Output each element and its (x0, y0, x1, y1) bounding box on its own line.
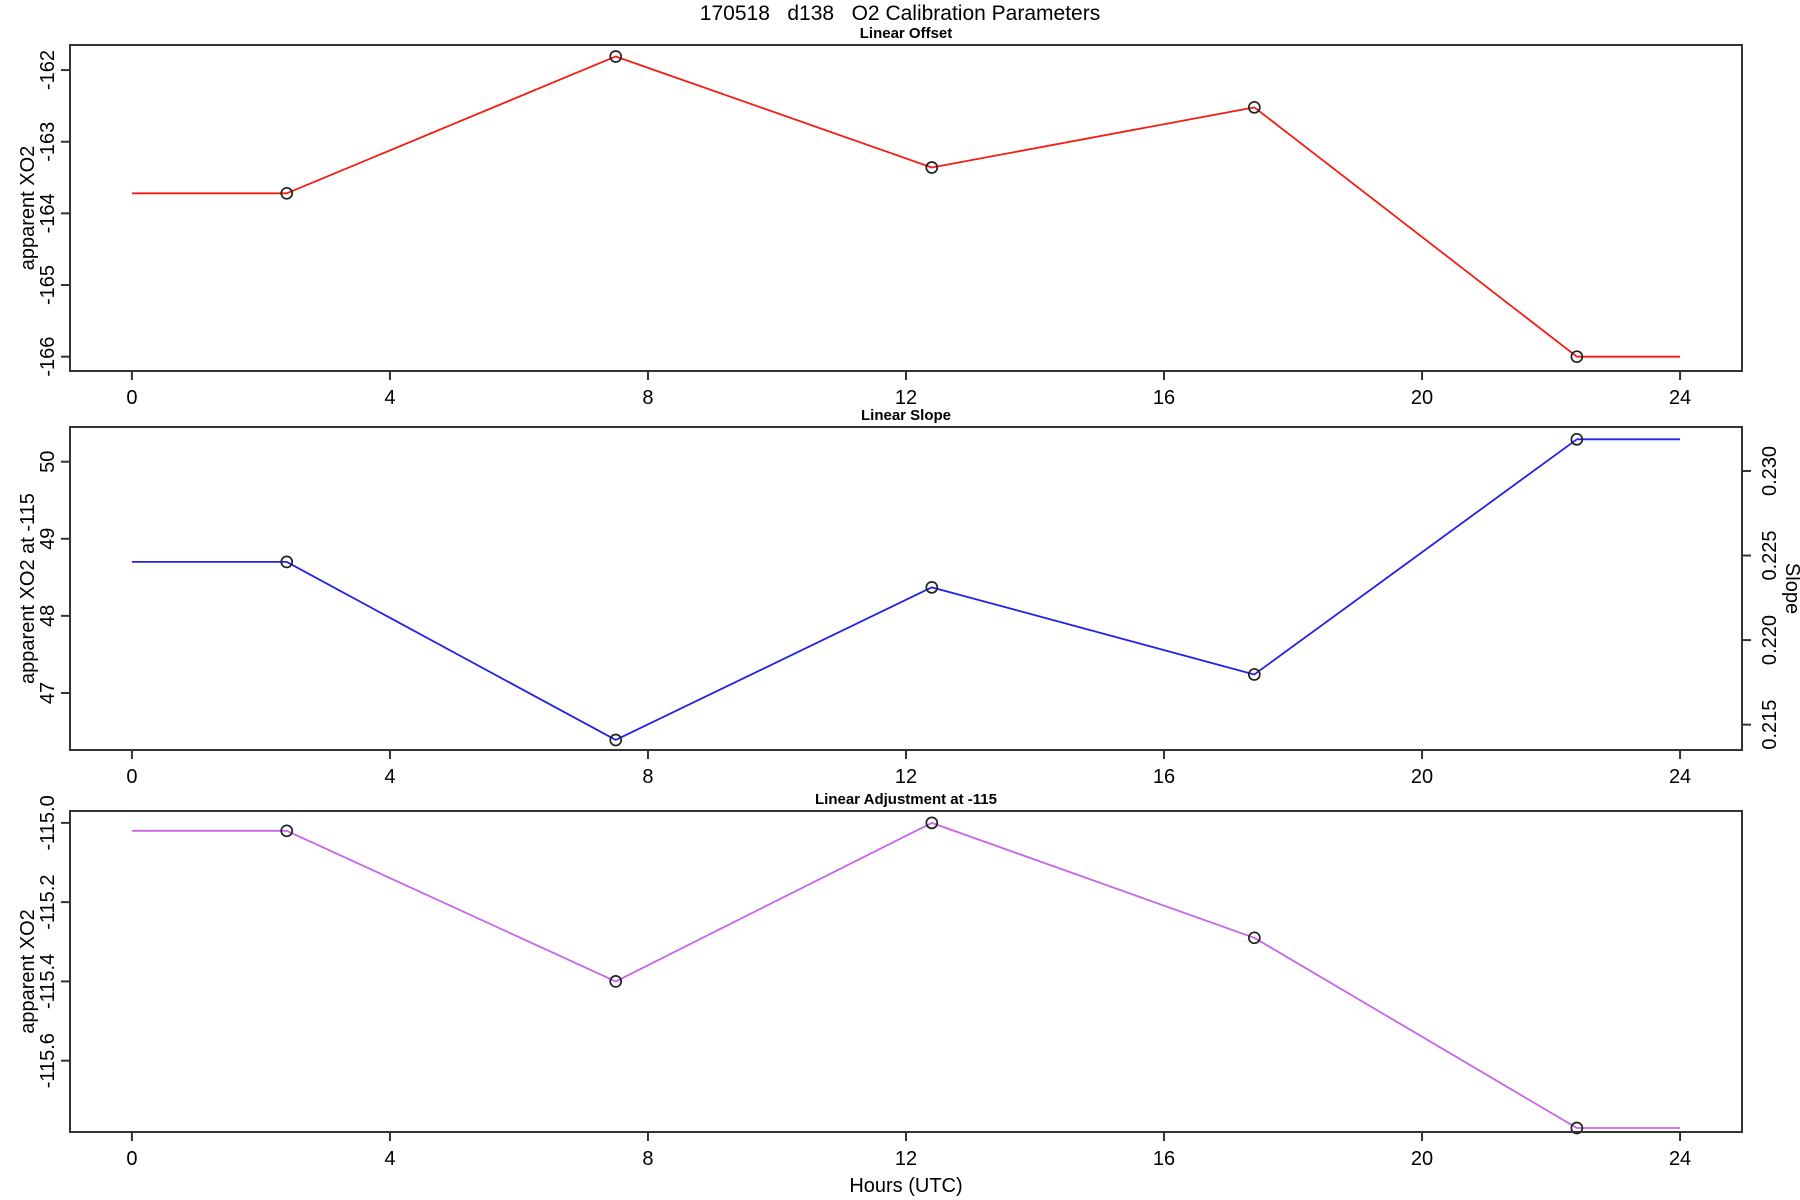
panel-title: Linear Adjustment at -115 (815, 791, 997, 808)
x-tick-label: 0 (126, 1148, 137, 1170)
y-tick-label: 50 (37, 451, 59, 473)
data-point-marker (280, 824, 294, 838)
y2-tick-label: 0.230 (1759, 446, 1781, 496)
data-line (131, 55, 1681, 358)
y-axis-label: apparent XO2 (17, 909, 39, 1034)
y2-tick-label: 0.215 (1759, 700, 1781, 750)
x-tick-label: 24 (1669, 766, 1691, 788)
y-tick-label: -115.2 (37, 875, 59, 930)
x-tick-label: 12 (895, 1148, 917, 1170)
x-tick-label: 16 (1153, 766, 1175, 788)
data-point-marker (925, 580, 939, 594)
y-tick-label: -165 (37, 265, 59, 305)
x-tick-label: 24 (1669, 1148, 1691, 1170)
x-tick-label: 20 (1411, 387, 1433, 409)
panel-title: Linear Offset (860, 25, 953, 42)
y-tick-label: -166 (37, 337, 59, 377)
x-tick-label: 24 (1669, 387, 1691, 409)
x-tick-label: 20 (1411, 766, 1433, 788)
x-tick-label: 16 (1153, 1148, 1175, 1170)
panel-title: Linear Slope (861, 407, 951, 424)
x-tick-label: 0 (126, 766, 137, 788)
data-point-marker (1247, 931, 1261, 945)
x-tick-label: 16 (1153, 387, 1175, 409)
y-tick-label: 49 (37, 528, 59, 550)
y-tick-label: -115.4 (37, 954, 59, 1009)
panel-3: Linear Adjustment at -115 0 4 8 12 16 20 24 -115… (17, 791, 1743, 1197)
x-tick-label: 4 (384, 387, 395, 409)
x-tick-label: 20 (1411, 1148, 1433, 1170)
y-axis-label: apparent XO2 (17, 146, 39, 271)
x-tick-label: 8 (642, 1148, 653, 1170)
y-tick-label: -163 (37, 122, 59, 162)
data-point-marker (1570, 350, 1584, 364)
data-point-marker (1247, 668, 1261, 681)
y-tick-label: -115.0 (37, 795, 59, 850)
x-axis-label: Hours (UTC) (849, 1175, 962, 1197)
plot-border (69, 44, 1743, 372)
data-point-marker (925, 161, 939, 174)
x-tick-label: 4 (384, 1148, 395, 1170)
data-point-marker (280, 186, 294, 200)
y2-tick-label: 0.220 (1759, 615, 1781, 665)
x-tick-label: 12 (895, 387, 917, 409)
main-title: 170518 d138 O2 Calibration Parameters (699, 2, 1101, 25)
y2-axis-label: Slope (1781, 563, 1800, 614)
data-point-marker (609, 975, 623, 988)
data-line (131, 438, 1681, 741)
plot-border (69, 810, 1743, 1133)
y2-tick-label: 0.225 (1759, 530, 1781, 580)
panel-1: Linear Offset 0 4 8 12 16 20 24 -166 -165 -164 -163… (17, 25, 1743, 409)
x-tick-label: 8 (642, 387, 653, 409)
y-tick-label: 47 (37, 682, 59, 704)
y-tick-label: -162 (37, 50, 59, 90)
x-tick-label: 4 (384, 766, 395, 788)
data-point-marker (1570, 1121, 1584, 1135)
data-point-marker (609, 733, 623, 747)
x-tick-label: 12 (895, 766, 917, 788)
y-tick-label: 48 (37, 605, 59, 627)
data-point-marker (609, 50, 623, 63)
x-tick-label: 0 (126, 387, 137, 409)
data-point-marker (280, 555, 294, 569)
y-tick-label: -115.6 (37, 1033, 59, 1088)
plot-border (69, 426, 1743, 751)
data-point-marker (1247, 100, 1261, 114)
y-tick-label: -164 (37, 193, 59, 233)
data-point-marker (925, 816, 939, 830)
data-line (131, 821, 1681, 1129)
data-point-marker (1570, 432, 1584, 446)
y-axis-label: apparent XO2 at -115 (17, 493, 39, 684)
x-tick-label: 8 (642, 766, 653, 788)
